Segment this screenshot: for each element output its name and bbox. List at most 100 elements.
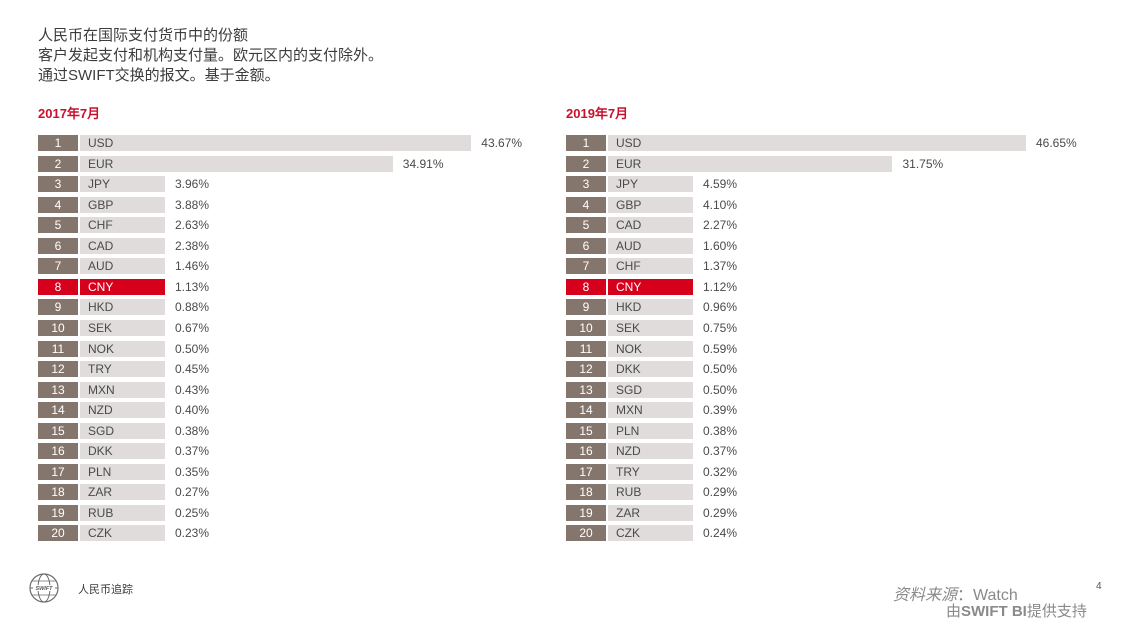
rank-label: 10 <box>566 319 606 336</box>
currency-label: PLN <box>616 423 640 438</box>
currency-label: DKK <box>616 362 641 377</box>
rank-label: 20 <box>566 525 606 542</box>
bar <box>608 381 693 398</box>
rank-label: 18 <box>38 484 78 501</box>
panel-2017: 2017年7月 1 USD 43.67% 2 EUR 34.91% 3 JPY 3.96% 4 GB… <box>38 100 558 550</box>
rank-label: 1 <box>566 135 606 151</box>
bar-row: 2 EUR 34.91% <box>38 155 558 172</box>
value-label: 31.75% <box>902 156 944 171</box>
currency-label: NZD <box>616 444 641 459</box>
bar-row: 20 CZK 0.24% <box>566 525 1086 542</box>
bar-row: 13 MXN 0.43% <box>38 381 558 398</box>
bar <box>80 176 165 193</box>
bar-row: 15 SGD 0.38% <box>38 422 558 439</box>
bar <box>608 155 893 172</box>
bar <box>80 278 165 295</box>
source-line: 资料来源：Watch <box>893 581 1018 605</box>
bar <box>608 237 693 254</box>
value-label: 1.46% <box>175 259 210 274</box>
value-label: 0.24% <box>703 526 738 541</box>
bar <box>80 299 165 316</box>
rank-label: 4 <box>566 196 606 213</box>
currency-label: ZAR <box>88 485 112 500</box>
value-label: 0.75% <box>703 320 738 335</box>
value-label: 0.38% <box>175 423 210 438</box>
bar <box>608 504 693 521</box>
currency-label: CNY <box>616 279 642 294</box>
currency-label: AUD <box>88 259 114 274</box>
bar <box>80 504 165 521</box>
value-label: 0.96% <box>703 300 738 315</box>
bar <box>80 463 165 480</box>
bar-row: 6 AUD 1.60% <box>566 237 1086 254</box>
chart-subtitle-2: 通过SWIFT交换的报文。基于金额。 <box>38 67 280 84</box>
currency-label: RUB <box>88 505 114 520</box>
currency-label: EUR <box>88 156 114 171</box>
panel-title: 2017年7月 <box>38 106 101 121</box>
value-label: 43.67% <box>481 136 522 150</box>
currency-label: DKK <box>88 444 113 459</box>
value-label: 0.67% <box>175 320 210 335</box>
bar-row: 1 USD 46.65% <box>566 135 1086 151</box>
currency-label: SEK <box>616 320 641 335</box>
currency-label: EUR <box>616 156 642 171</box>
rank-label: 19 <box>566 504 606 521</box>
value-label: 34.91% <box>402 156 444 171</box>
currency-label: TRY <box>616 464 640 479</box>
currency-label: CAD <box>88 238 114 253</box>
currency-label: GBP <box>616 197 642 212</box>
bar <box>80 381 165 398</box>
value-label: 2.38% <box>175 238 210 253</box>
bar <box>608 525 693 542</box>
bar-row: 3 JPY 4.59% <box>566 176 1086 193</box>
page-number: 4 <box>1096 581 1102 592</box>
bar <box>608 402 693 419</box>
rank-label: 5 <box>566 217 606 234</box>
currency-label: JPY <box>88 177 111 192</box>
bar <box>608 443 693 460</box>
rank-label: 17 <box>566 463 606 480</box>
value-label: 1.60% <box>703 238 738 253</box>
currency-label: RUB <box>616 485 642 500</box>
rank-label: 13 <box>38 381 78 398</box>
bar-row: 17 TRY 0.32% <box>566 463 1086 480</box>
value-label: 0.45% <box>175 362 210 377</box>
panel-title: 2019年7月 <box>566 106 629 121</box>
value-label: 1.12% <box>703 279 738 294</box>
bar <box>80 217 165 234</box>
bar-row: 15 PLN 0.38% <box>566 422 1086 439</box>
rank-label: 20 <box>38 525 78 542</box>
value-label: 2.27% <box>703 218 738 233</box>
rank-label: 1 <box>38 135 78 151</box>
rank-label: 15 <box>566 422 606 439</box>
rank-label: 2 <box>38 155 78 172</box>
bar <box>80 484 165 501</box>
value-label: 0.40% <box>175 403 210 418</box>
bar-row: 16 NZD 0.37% <box>566 443 1086 460</box>
value-label: 3.96% <box>175 177 210 192</box>
currency-label: JPY <box>616 177 639 192</box>
bar <box>80 443 165 460</box>
bar-row: 19 ZAR 0.29% <box>566 504 1086 521</box>
currency-label: SGD <box>616 382 643 397</box>
rank-label: 8 <box>38 278 78 295</box>
bar-row: 5 CAD 2.27% <box>566 217 1086 234</box>
bar <box>80 525 165 542</box>
currency-label: MXN <box>616 403 643 418</box>
currency-label: HKD <box>616 300 642 315</box>
value-label: 4.10% <box>703 197 738 212</box>
provided-line: 由SWIFT BI提供支持 <box>946 600 1087 621</box>
currency-label: GBP <box>88 197 114 212</box>
bar-row: 12 DKK 0.50% <box>566 361 1086 378</box>
value-label: 0.32% <box>703 464 738 479</box>
rank-label: 4 <box>38 196 78 213</box>
bar-row: 7 CHF 1.37% <box>566 258 1086 275</box>
bar <box>80 361 165 378</box>
rank-label: 5 <box>38 217 78 234</box>
bar <box>80 340 165 357</box>
currency-label: NZD <box>88 403 113 418</box>
currency-label: CZK <box>88 526 112 541</box>
bar-row: 10 SEK 0.67% <box>38 319 558 336</box>
bar <box>80 135 472 151</box>
value-label: 0.37% <box>703 444 738 459</box>
